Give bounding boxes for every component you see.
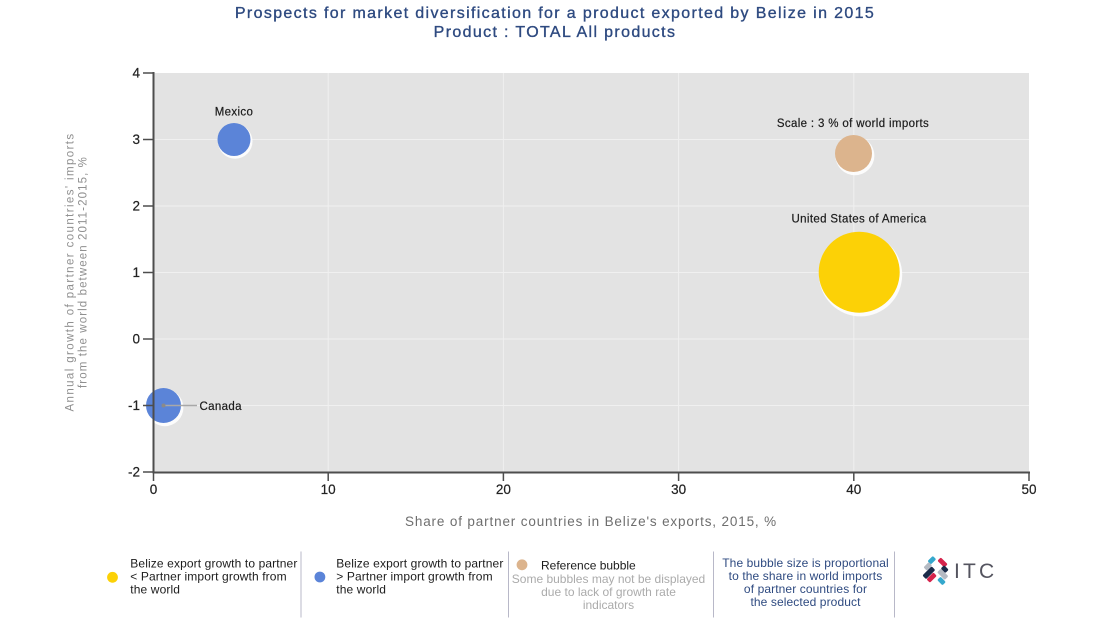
svg-text:> Partner import growth from: > Partner import growth from [336, 570, 492, 584]
svg-text:of partner countries for: of partner countries for [744, 582, 867, 596]
svg-text:Annual growth of partner count: Annual growth of partner countries' impo… [65, 132, 77, 411]
svg-text:30: 30 [671, 482, 686, 497]
svg-text:United States of America: United States of America [792, 214, 927, 226]
svg-text:2: 2 [132, 199, 140, 214]
svg-text:Belize export growth to partne: Belize export growth to partner [130, 557, 297, 571]
svg-text:Some bubbles may not be displa: Some bubbles may not be displayed [512, 572, 705, 586]
svg-text:from the world between 2011-20: from the world between 2011-2015, % [78, 156, 90, 388]
svg-text:20: 20 [496, 482, 511, 497]
svg-text:-2: -2 [128, 465, 140, 480]
svg-text:50: 50 [1021, 482, 1036, 497]
svg-text:Scale : 3 % of world imports: Scale : 3 % of world imports [777, 118, 929, 130]
svg-text:-1: -1 [128, 398, 140, 413]
svg-text:the world: the world [130, 583, 180, 597]
svg-text:Prospects for market diversifi: Prospects for market diversification for… [235, 5, 875, 22]
svg-text:3: 3 [132, 132, 140, 147]
svg-text:1: 1 [132, 265, 140, 280]
svg-text:Canada: Canada [200, 401, 243, 413]
svg-text:the world: the world [336, 583, 386, 597]
svg-text:Reference bubble: Reference bubble [541, 559, 636, 573]
svg-text:Belize export growth to partne: Belize export growth to partner [336, 557, 503, 571]
svg-text:10: 10 [321, 482, 336, 497]
svg-text:Product : TOTAL All products: Product : TOTAL All products [434, 24, 677, 41]
svg-text:Mexico: Mexico [215, 107, 254, 119]
svg-text:The bubble size is proportiona: The bubble size is proportional [722, 556, 889, 570]
svg-text:indicators: indicators [583, 598, 634, 612]
svg-text:due to lack of growth rate: due to lack of growth rate [541, 585, 676, 599]
svg-text:< Partner import growth from: < Partner import growth from [130, 570, 286, 584]
svg-text:0: 0 [150, 482, 158, 497]
svg-text:0: 0 [132, 332, 140, 347]
svg-text:Share of partner countries in: Share of partner countries in Belize's e… [405, 514, 777, 529]
svg-text:ITC: ITC [954, 560, 997, 583]
svg-text:the selected product: the selected product [750, 595, 861, 609]
svg-text:4: 4 [132, 66, 140, 81]
svg-text:to the share in world imports: to the share in world imports [729, 569, 883, 583]
svg-text:40: 40 [846, 482, 861, 497]
